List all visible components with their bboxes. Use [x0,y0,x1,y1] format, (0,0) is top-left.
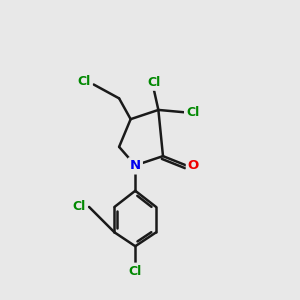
Text: O: O [188,159,199,172]
Text: N: N [130,159,141,172]
Text: Cl: Cl [147,76,160,89]
Text: Cl: Cl [73,200,86,213]
Text: Cl: Cl [147,76,160,89]
Text: Cl: Cl [77,75,91,88]
Text: Cl: Cl [129,265,142,278]
Text: O: O [188,159,199,172]
Text: Cl: Cl [129,265,142,278]
Text: Cl: Cl [77,75,91,88]
Text: Cl: Cl [186,106,199,119]
Text: Cl: Cl [186,106,199,119]
Text: Cl: Cl [73,200,86,213]
Text: N: N [130,159,141,172]
